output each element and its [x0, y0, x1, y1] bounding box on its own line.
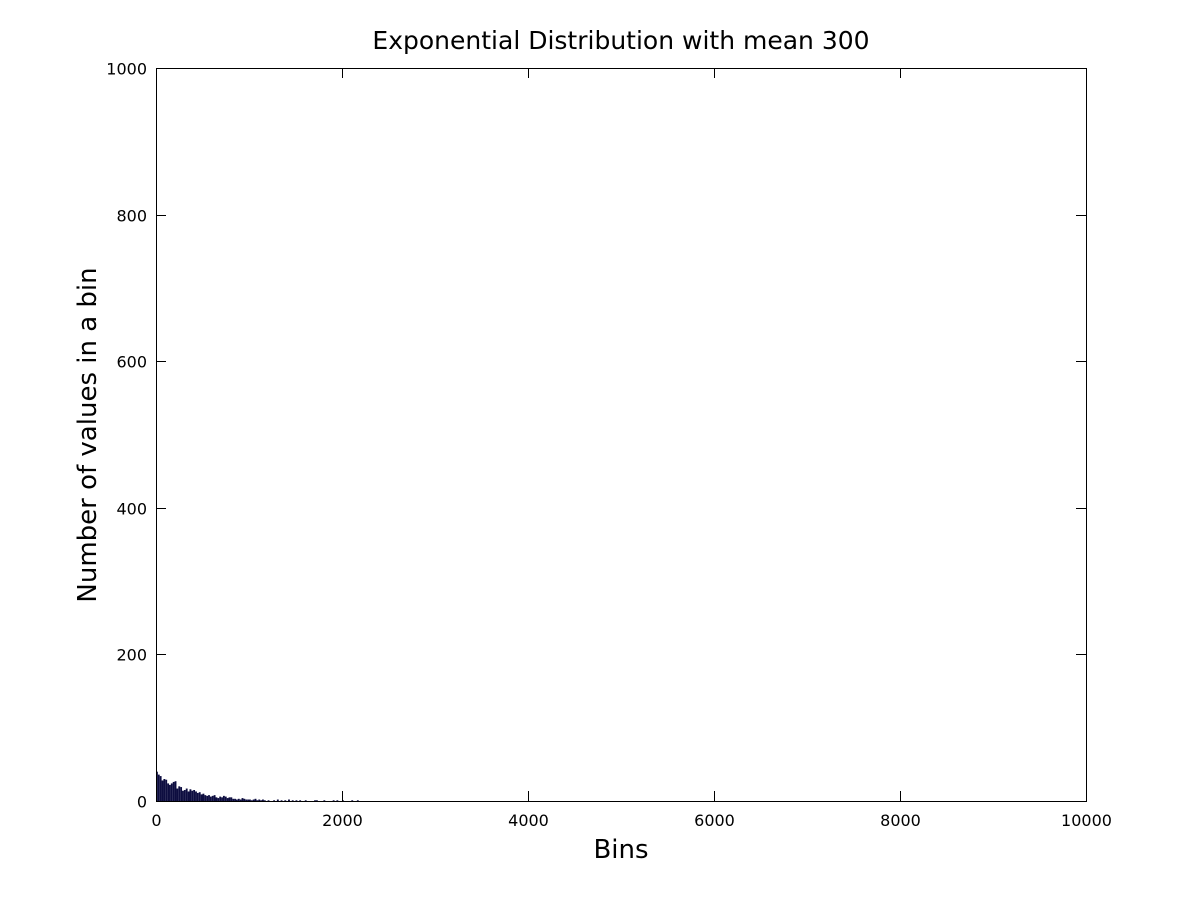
histogram-bar: [299, 800, 302, 801]
histogram-bar: [314, 800, 316, 801]
histogram-bar: [196, 792, 199, 801]
histogram-bar: [247, 799, 249, 801]
plot-frame: [156, 68, 1087, 802]
histogram-bar: [295, 800, 298, 801]
histogram-bar: [185, 788, 188, 801]
histogram-bar: [280, 800, 283, 801]
histogram-bar: [200, 794, 203, 801]
y-tick-label: 200: [116, 646, 147, 665]
histogram-bar: [234, 798, 236, 801]
x-tick-label: 2000: [322, 811, 363, 830]
histogram-bar: [215, 797, 218, 801]
histogram-bar: [235, 799, 238, 801]
histogram-bar: [226, 798, 229, 801]
histogram-bar: [228, 797, 231, 801]
histogram-bar: [202, 793, 205, 801]
histogram-bar: [221, 797, 223, 801]
histogram-bar: [262, 799, 264, 801]
x-tick-label: 4000: [508, 811, 549, 830]
x-axis-label: Bins: [593, 835, 648, 865]
histogram-bar: [219, 796, 222, 801]
histogram-bar: [169, 784, 171, 801]
histogram-bar: [183, 790, 186, 801]
histogram-bar: [161, 780, 164, 801]
histogram-bar: [252, 799, 255, 801]
histogram-bar: [157, 774, 160, 801]
histogram-bar: [195, 791, 197, 801]
histogram-bar: [206, 795, 209, 801]
chart-title: Exponential Distribution with mean 300: [372, 26, 869, 55]
histogram-bar: [159, 776, 162, 801]
histogram-bar: [217, 798, 220, 801]
histogram-bar: [239, 799, 242, 801]
y-axis-label: Number of values in a bin: [73, 267, 103, 602]
histogram-bar: [213, 795, 216, 801]
x-tick-label: 6000: [694, 811, 735, 830]
histogram-bar: [351, 800, 354, 801]
histogram-bar: [356, 800, 359, 801]
y-tick-label: 400: [116, 500, 147, 519]
histogram-bar: [241, 798, 244, 801]
histogram-bar: [273, 800, 276, 801]
histogram-bar: [276, 799, 279, 801]
histogram-bar: [170, 783, 173, 801]
x-tick-label: 10000: [1061, 811, 1112, 830]
histogram-bar: [245, 799, 248, 801]
histogram-bar: [172, 781, 175, 801]
histogram-bar: [254, 798, 257, 801]
histogram-bar: [237, 798, 240, 801]
histogram-bar: [260, 800, 263, 801]
histogram-bar: [180, 787, 183, 801]
histogram-bar: [211, 795, 214, 801]
histogram-bar: [267, 800, 270, 801]
histogram-bar: [208, 795, 210, 801]
histogram-bar: [288, 799, 290, 801]
histogram-bar: [189, 789, 192, 801]
x-tick-label: 0: [151, 811, 161, 830]
histogram-bar: [209, 796, 212, 801]
histogram-bar: [232, 798, 235, 801]
x-tick-label: 8000: [880, 811, 921, 830]
histogram-bar: [323, 800, 326, 801]
histogram-bar: [167, 783, 170, 801]
histogram-bar: [258, 799, 261, 801]
histogram-bar: [163, 779, 166, 801]
histogram-bar: [315, 800, 318, 801]
histogram-bar: [336, 800, 339, 801]
histogram-bar: [182, 790, 184, 801]
histogram-bar: [193, 790, 196, 801]
histogram-bar: [224, 796, 227, 801]
histogram-bar: [284, 800, 287, 801]
histogram-bar: [187, 791, 190, 801]
histogram-bar: [250, 800, 253, 801]
y-tick-label: 0: [137, 793, 147, 812]
histogram-bar: [291, 800, 294, 801]
ticks-group: 0 2000 4000 6000 8000 10000 0 200 400 600 800 1000: [106, 60, 1112, 831]
histogram-bar: [304, 800, 307, 801]
histogram-bar: [165, 779, 168, 801]
histogram-bar: [249, 799, 251, 801]
histogram-bar: [191, 790, 194, 801]
histogram-bar: [174, 781, 177, 801]
histogram-bar: [332, 800, 335, 801]
y-tick-label: 600: [116, 353, 147, 372]
histogram-bar: [178, 786, 181, 801]
histogram-bar: [263, 800, 266, 801]
bars-group: [156, 771, 359, 801]
histogram-bar: [176, 788, 179, 801]
y-tick-label: 800: [116, 207, 147, 226]
histogram-bar: [243, 798, 246, 801]
histogram-bar: [230, 797, 233, 801]
histogram-bar: [256, 800, 259, 801]
histogram-bar: [198, 792, 201, 801]
y-tick-label: 1000: [106, 60, 147, 79]
histogram-bar: [222, 795, 225, 801]
histogram-bar: [204, 795, 207, 801]
